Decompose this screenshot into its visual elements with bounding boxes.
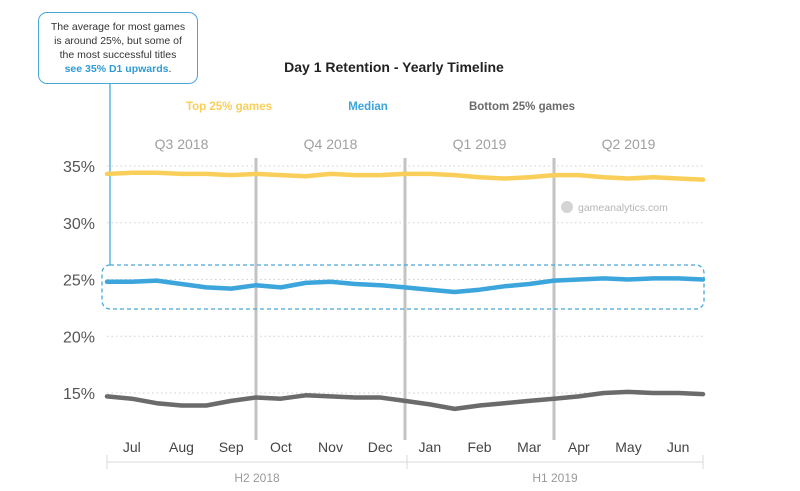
callout-annotation: The average for most games is around 25%… <box>38 12 198 84</box>
y-tick-label: 35% <box>63 159 95 176</box>
watermark-text: gameanalytics.com <box>578 202 668 214</box>
callout-line-4: see 35% D1 upwards. <box>45 62 191 76</box>
callout-line-2: is around 25%, but some of <box>54 35 182 47</box>
series-line-median <box>104 276 706 295</box>
quarter-label: Q3 2018 <box>155 136 209 152</box>
month-label: Sep <box>219 439 244 455</box>
half-year-bracket: H2 2018 H1 2019 <box>106 455 704 485</box>
quarter-label: Q1 2019 <box>453 136 507 152</box>
y-axis-ticks: 15% 20% 25% 30% 35% <box>63 159 95 403</box>
y-tick-label: 20% <box>63 329 95 346</box>
callout-line-3: the most successful titles <box>59 49 177 61</box>
month-label: Aug <box>169 439 194 455</box>
gameanalytics-logo-icon <box>561 201 573 213</box>
half-label-h1-2019: H1 2019 <box>532 471 578 485</box>
y-tick-label: 30% <box>63 216 95 233</box>
callout-line-1: The average for most games <box>50 21 186 33</box>
quarter-label: Q4 2018 <box>304 136 358 152</box>
legend-median: Median <box>348 101 388 113</box>
month-label: Feb <box>467 439 491 455</box>
month-label: Mar <box>517 439 541 455</box>
month-label: Jan <box>419 439 442 455</box>
callout-highlight: see 35% D1 upwards <box>64 63 169 75</box>
legend-top-25: Top 25% games <box>186 101 272 113</box>
month-label: Jul <box>123 439 141 455</box>
half-label-h2-2018: H2 2018 <box>234 471 280 485</box>
month-label: May <box>615 439 641 455</box>
month-label: Jun <box>667 439 690 455</box>
quarter-label: Q2 2019 <box>602 136 656 152</box>
y-tick-label: 15% <box>63 386 95 403</box>
chart-title: Day 1 Retention - Yearly Timeline <box>284 59 504 75</box>
month-label: Oct <box>270 439 292 455</box>
quarter-dividers <box>254 158 556 440</box>
callout-suffix: . <box>168 63 172 75</box>
month-labels: Jul Aug Sep Oct Nov Dec Jan Feb Mar Apr May Jun <box>123 439 690 455</box>
series-line-top-25 <box>104 170 706 182</box>
month-label: Nov <box>318 439 343 455</box>
month-label: Dec <box>368 439 393 455</box>
quarter-labels: Q3 2018 Q4 2018 Q1 2019 Q2 2019 <box>155 136 656 152</box>
month-label: Apr <box>568 439 590 455</box>
watermark: gameanalytics.com <box>561 201 668 214</box>
median-highlight-box <box>101 264 705 310</box>
series-lines <box>104 170 706 412</box>
y-tick-label: 25% <box>63 273 95 290</box>
legend-bottom-25: Bottom 25% games <box>469 101 575 113</box>
series-line-bottom-25 <box>104 389 706 412</box>
